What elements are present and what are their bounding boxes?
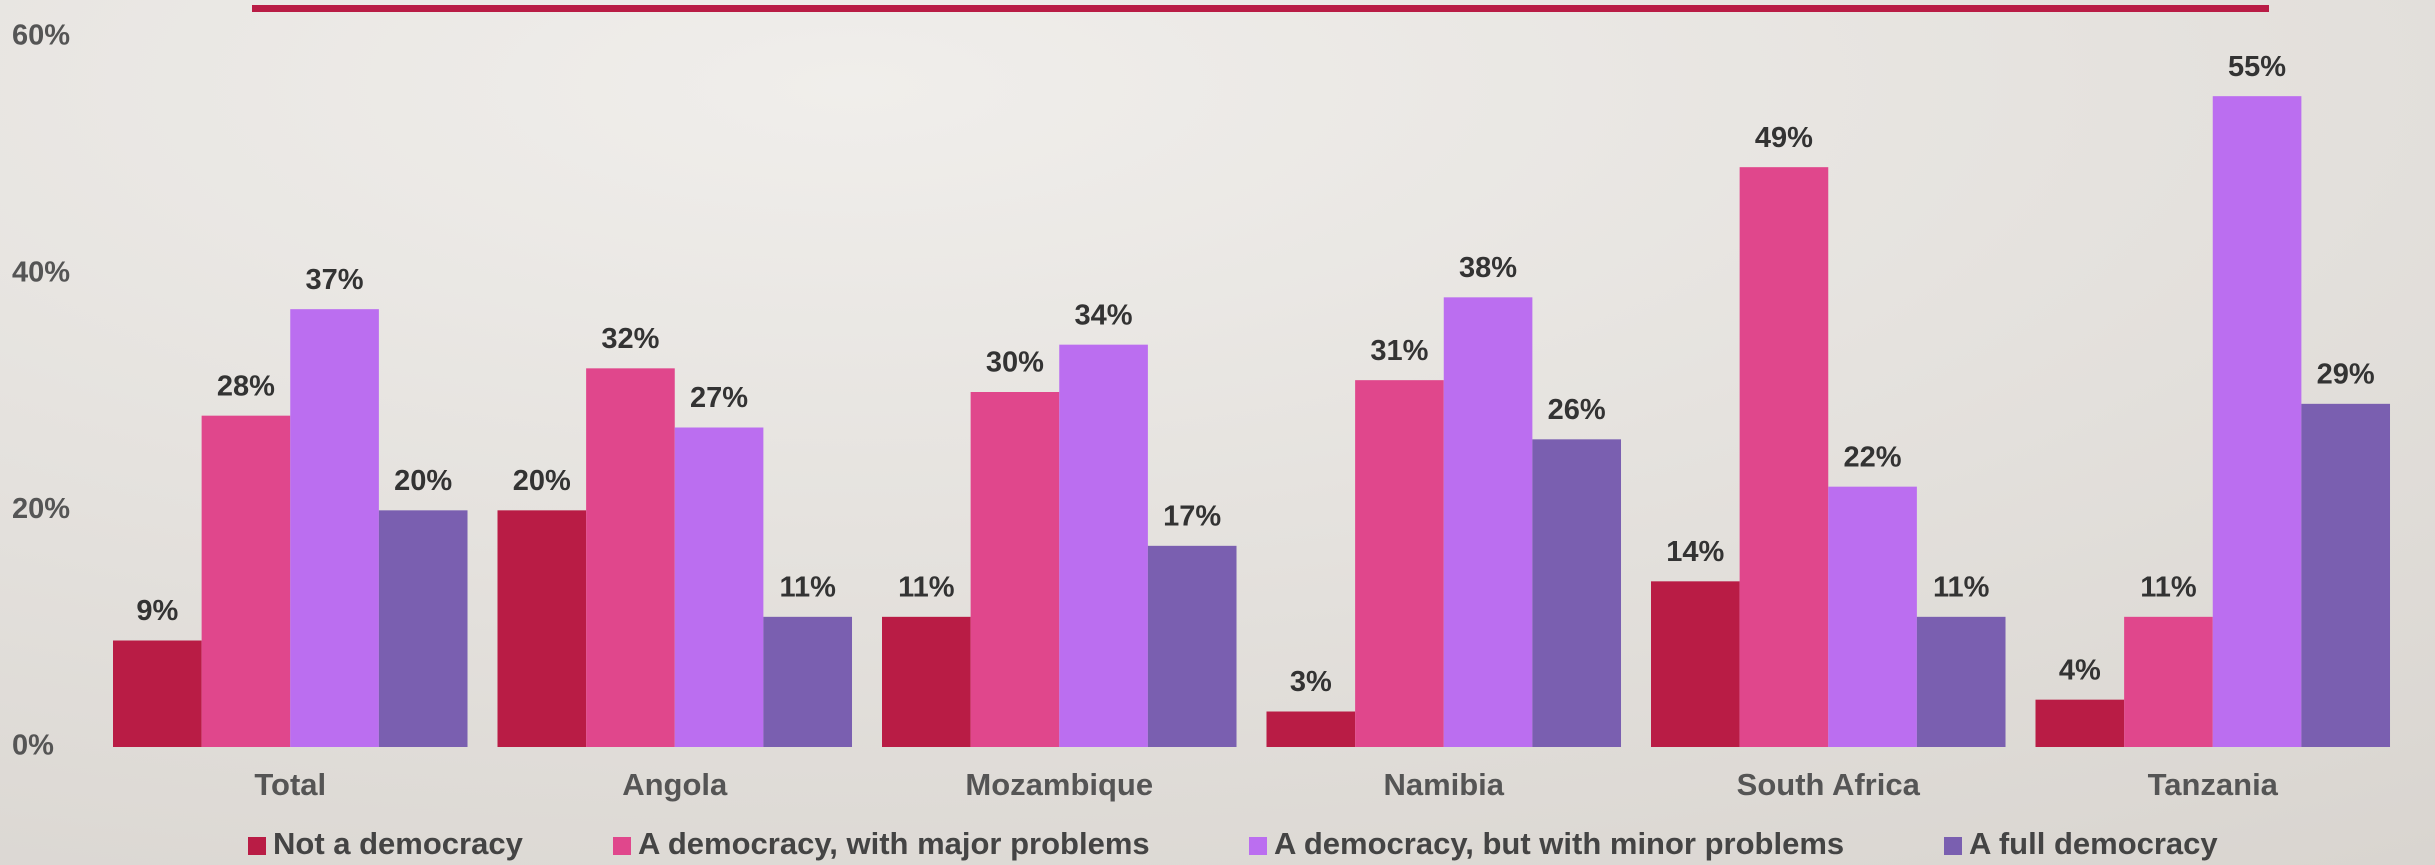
bar [1443,297,1533,747]
y-tick-label: 0% [12,730,54,762]
legend-swatch [1249,837,1267,855]
legend-label: A full democracy [1969,826,2218,861]
value-label: 32% [601,323,659,355]
value-label: 20% [394,465,452,497]
bar [1828,486,1917,747]
bar [378,510,468,747]
bar [674,427,764,747]
bar [201,415,291,747]
legend-label: A democracy, with major problems [638,826,1150,861]
legend-label: A democracy, but with minor problems [1274,826,1844,861]
value-label: 3% [1290,666,1332,698]
value-label: 27% [690,382,748,414]
x-tick-label: Total [254,767,326,802]
value-label: 11% [2140,571,2197,603]
value-label: 30% [986,347,1044,379]
value-label: 38% [1459,252,1517,284]
bar [2212,96,2302,747]
bar [1532,439,1622,747]
bar [1266,711,1356,747]
legend-swatch [613,837,631,855]
bar [763,616,853,747]
x-tick-label: Tanzania [2148,767,2279,802]
bar [1059,344,1148,747]
value-label: 20% [513,465,571,497]
value-label: 55% [2228,51,2286,83]
value-label: 37% [306,264,364,296]
value-label: 31% [1370,335,1428,367]
value-label: 49% [1755,122,1813,154]
value-label: 11% [898,571,955,603]
bar [290,309,379,747]
bar [497,510,587,747]
value-label: 14% [1666,536,1724,568]
value-label: 28% [217,370,275,402]
x-tick-label: South Africa [1737,767,1921,802]
legend-swatch [1944,837,1962,855]
value-label: 26% [1548,394,1606,426]
bar [1147,545,1237,747]
x-tick-label: Mozambique [965,767,1153,802]
legend-swatch [248,837,266,855]
bar [970,392,1060,747]
x-tick-label: Angola [622,767,728,802]
bar [1355,380,1444,747]
value-label: 11% [779,571,836,603]
bar [586,368,675,747]
value-label: 29% [2317,358,2375,390]
value-label: 9% [136,595,178,627]
value-label: 4% [2059,654,2101,686]
value-label: 11% [1933,571,1990,603]
legend-label: Not a democracy [273,826,524,861]
y-tick-label: 60% [12,20,70,52]
bar [1739,167,1829,747]
bar [2035,699,2125,747]
bar [1916,616,2006,747]
y-tick-label: 20% [12,493,70,525]
bar [1651,581,1740,747]
x-tick-label: Namibia [1383,767,1504,802]
y-tick-label: 40% [12,256,70,288]
value-label: 17% [1163,500,1221,532]
bar [2301,403,2391,747]
value-label: 34% [1075,299,1133,331]
bar [113,640,202,747]
bar [2124,616,2213,747]
top-rule [252,5,2269,12]
bar [882,616,971,747]
value-label: 22% [1844,441,1902,473]
